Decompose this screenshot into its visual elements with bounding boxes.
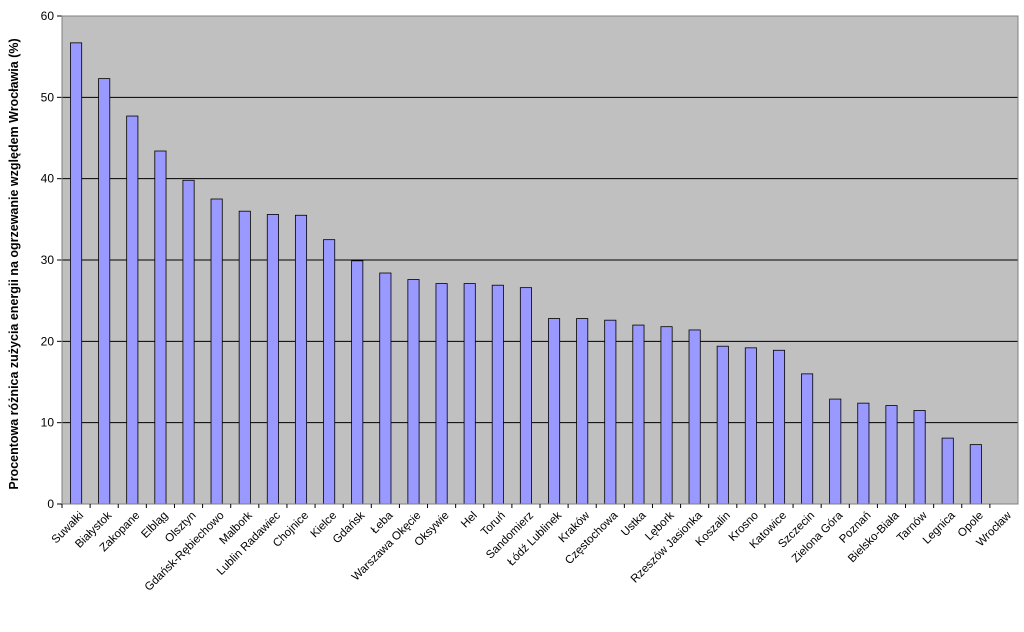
bar	[182, 179, 195, 505]
y-tick-label: 10	[41, 416, 55, 430]
bar	[716, 345, 729, 505]
y-tick-label: 50	[41, 90, 55, 104]
bar	[238, 210, 251, 505]
bar	[519, 287, 532, 505]
bar	[772, 349, 786, 505]
bar	[548, 318, 561, 505]
bar	[576, 318, 589, 505]
y-tick-label: 60	[41, 9, 55, 23]
x-tick-label: Gdańsk	[331, 509, 368, 546]
bar	[941, 437, 954, 505]
bar	[266, 214, 279, 505]
bar	[969, 444, 982, 505]
bar	[323, 239, 336, 505]
bar	[126, 115, 139, 505]
x-tick-labels: SuwałkiBiałystokZakopaneElblągOlsztynGda…	[50, 509, 1015, 593]
bar	[913, 410, 926, 505]
bar	[660, 326, 673, 505]
y-tick-label: 0	[47, 497, 54, 511]
axes	[57, 15, 1019, 508]
bar	[154, 150, 167, 505]
bar	[463, 283, 476, 505]
bar	[604, 319, 617, 505]
y-tick-label: 20	[41, 334, 55, 348]
bar	[70, 42, 83, 505]
bar	[688, 329, 701, 505]
bar	[210, 198, 223, 505]
bar	[379, 272, 392, 505]
bar	[98, 78, 111, 505]
y-axis-label: Procentowa różnica zużycia energii na og…	[7, 38, 21, 489]
x-tick-label: Hel	[459, 510, 480, 531]
bar	[632, 324, 645, 505]
bar	[744, 347, 757, 505]
bars	[70, 42, 982, 505]
bar	[351, 260, 364, 505]
bar	[435, 283, 448, 505]
bar	[829, 398, 842, 505]
y-tick-labels: 0 10 20 30 40 50 60	[41, 9, 55, 511]
bar	[801, 373, 814, 505]
bar	[857, 402, 870, 505]
x-tick-label: Legnica	[921, 509, 958, 546]
bar	[407, 279, 420, 505]
y-tick-label: 40	[41, 172, 55, 186]
x-tick-label: Bielsko-Biała	[846, 509, 902, 565]
bar	[491, 284, 504, 505]
bar	[885, 405, 898, 505]
y-tick-label: 30	[41, 253, 55, 267]
bar	[294, 214, 308, 505]
